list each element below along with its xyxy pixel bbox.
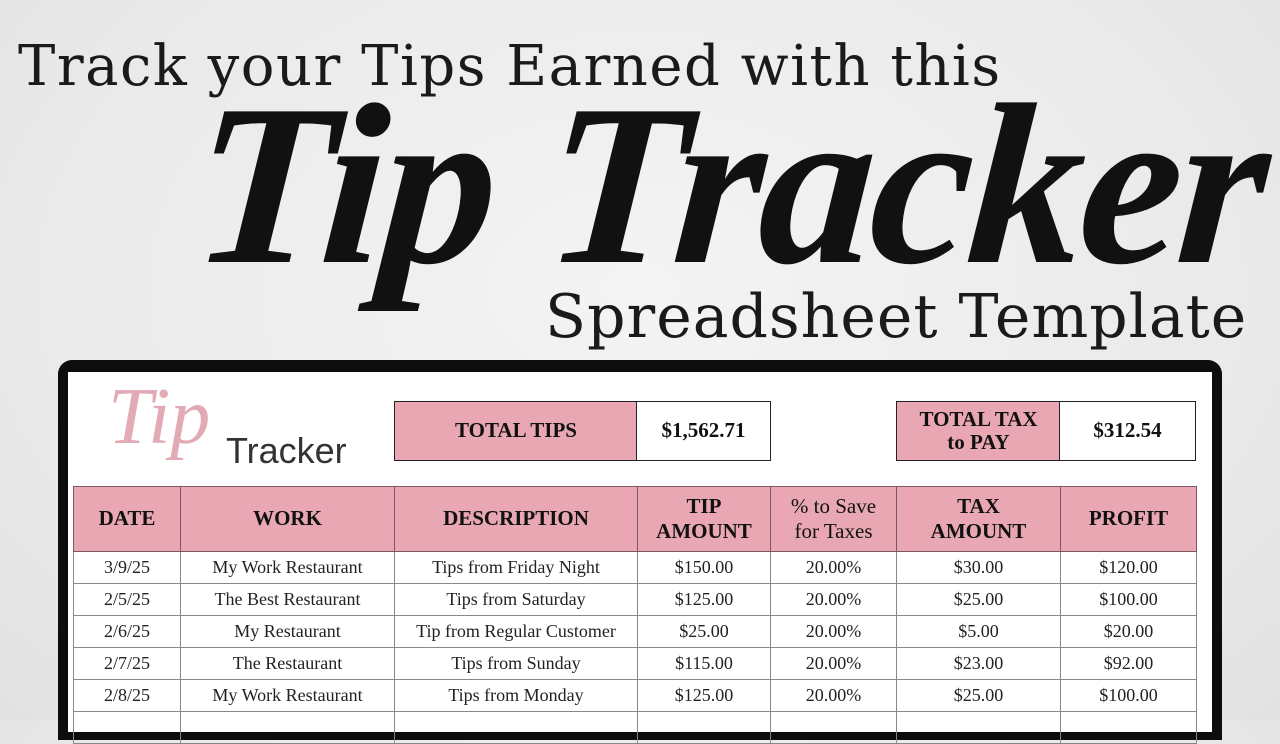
table-cell[interactable]: $100.00 <box>1060 583 1197 616</box>
table-cell[interactable]: 20.00% <box>770 679 897 712</box>
headline-line1: Track your Tips Earned with this <box>18 34 1002 99</box>
table-row: 2/8/25 My Work Restaurant Tips from Monday… <box>73 679 1197 712</box>
column-header: TAX AMOUNT <box>896 486 1061 552</box>
table-cell[interactable]: $5.00 <box>896 615 1061 648</box>
column-header-line1: WORK <box>253 506 322 531</box>
table-cell[interactable]: My Restaurant <box>180 615 395 648</box>
table-cell[interactable]: Tips from Friday Night <box>394 551 638 584</box>
table-row <box>73 711 1197 744</box>
table-cell[interactable] <box>896 711 1061 744</box>
table-cell[interactable]: My Work Restaurant <box>180 679 395 712</box>
table-cell[interactable]: Tips from Monday <box>394 679 638 712</box>
column-header-line1: DATE <box>98 506 156 531</box>
table-cell[interactable]: The Restaurant <box>180 647 395 680</box>
table-cell[interactable]: $20.00 <box>1060 615 1197 648</box>
column-header-line1: PROFIT <box>1088 506 1169 531</box>
table-cell[interactable]: $125.00 <box>637 679 771 712</box>
column-header: PROFIT <box>1060 486 1197 552</box>
table-cell[interactable]: $25.00 <box>896 583 1061 616</box>
table-cell[interactable]: Tips from Saturday <box>394 583 638 616</box>
table-cell[interactable]: 3/9/25 <box>73 551 181 584</box>
table-cell[interactable] <box>637 711 771 744</box>
table-cell[interactable]: $120.00 <box>1060 551 1197 584</box>
column-header: DESCRIPTION <box>394 486 638 552</box>
table-cell[interactable]: 20.00% <box>770 647 897 680</box>
table-cell[interactable]: Tip from Regular Customer <box>394 615 638 648</box>
column-header-line2: AMOUNT <box>656 519 752 543</box>
table-row: 2/5/25 The Best Restaurant Tips from Satur… <box>73 583 1197 616</box>
logo-word: Tracker <box>226 430 347 471</box>
column-header: DATE <box>73 486 181 552</box>
table-cell[interactable]: $125.00 <box>637 583 771 616</box>
column-header-line1: TIP <box>686 493 722 518</box>
table-cell[interactable]: $115.00 <box>637 647 771 680</box>
table-cell[interactable] <box>1060 711 1197 744</box>
table-cell[interactable] <box>180 711 395 744</box>
table-cell[interactable]: 20.00% <box>770 583 897 616</box>
headline-line3: Spreadsheet Template <box>545 282 1248 352</box>
column-header-line2: for Taxes <box>794 519 873 543</box>
column-header-line1: % to Save <box>790 493 877 518</box>
table-row: 2/7/25 The Restaurant Tips from Sunday $115… <box>73 647 1197 680</box>
table-cell[interactable] <box>73 711 181 744</box>
column-header: TIP AMOUNT <box>637 486 771 552</box>
column-header-line2: AMOUNT <box>930 519 1027 543</box>
table-cell[interactable]: $100.00 <box>1060 679 1197 712</box>
table-cell[interactable]: 2/6/25 <box>73 615 181 648</box>
table-cell[interactable]: $25.00 <box>896 679 1061 712</box>
table-cell[interactable]: $23.00 <box>896 647 1061 680</box>
total-tips-value[interactable]: $1,562.71 <box>636 401 771 461</box>
column-header-line1: TAX <box>957 493 1000 518</box>
table-cell[interactable]: 2/8/25 <box>73 679 181 712</box>
total-tax-label-line2: to PAY <box>947 430 1010 454</box>
column-header-line1: DESCRIPTION <box>443 506 589 531</box>
table-cell[interactable]: My Work Restaurant <box>180 551 395 584</box>
header-row: DATE WORK DESCRIPTION TIP AMOUNT% to Save for… <box>73 486 1197 552</box>
table-cell[interactable]: 20.00% <box>770 615 897 648</box>
column-header: % to Save for Taxes <box>770 486 897 552</box>
column-header: WORK <box>180 486 395 552</box>
table-cell[interactable]: $150.00 <box>637 551 771 584</box>
table-cell[interactable] <box>770 711 897 744</box>
table-cell[interactable]: The Best Restaurant <box>180 583 395 616</box>
table-cell[interactable]: $25.00 <box>637 615 771 648</box>
table-row: 2/6/25 My Restaurant Tip from Regular Cust… <box>73 615 1197 648</box>
tip-tracker-logo: Tip Tracker <box>108 373 368 478</box>
table-cell[interactable]: 2/7/25 <box>73 647 181 680</box>
total-tax-value[interactable]: $312.54 <box>1059 401 1196 461</box>
table-cell[interactable]: $30.00 <box>896 551 1061 584</box>
table-cell[interactable]: 20.00% <box>770 551 897 584</box>
logo-script: Tip <box>108 373 211 461</box>
tips-table: DATE WORK DESCRIPTION TIP AMOUNT% to Save for… <box>73 486 1197 744</box>
table-row: 3/9/25 My Work Restaurant Tips from Friday… <box>73 551 1197 584</box>
table-cell[interactable]: 2/5/25 <box>73 583 181 616</box>
total-tax-label-line1: TOTAL TAX <box>919 406 1038 431</box>
total-tips-label: TOTAL TIPS <box>394 401 638 461</box>
table-cell[interactable]: $92.00 <box>1060 647 1197 680</box>
headline-title: Tip Tracker <box>186 57 1274 312</box>
table-cell[interactable] <box>394 711 638 744</box>
total-tax-label: TOTAL TAX to PAY <box>896 401 1061 461</box>
table-cell[interactable]: Tips from Sunday <box>394 647 638 680</box>
